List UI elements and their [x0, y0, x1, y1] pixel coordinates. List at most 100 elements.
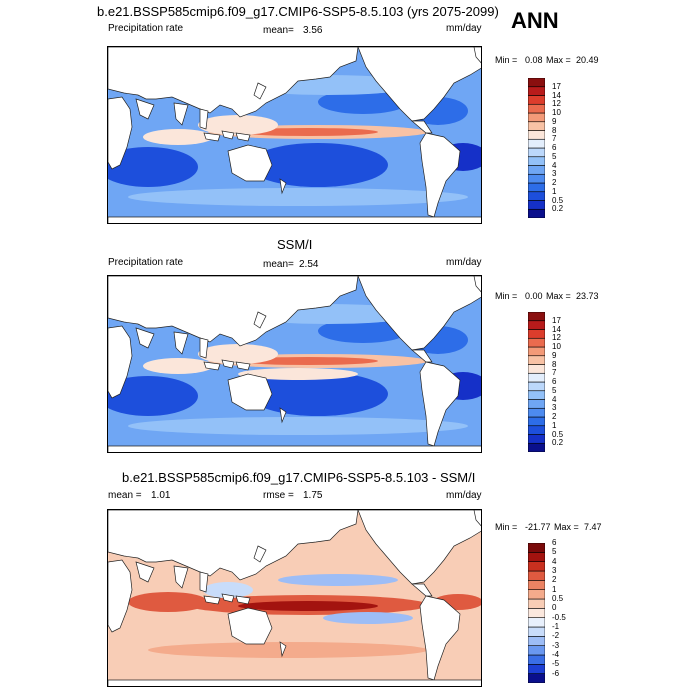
panel-3-colorbar-tick-label: 2	[552, 575, 557, 585]
panel-2-colorbar-tick-label: 8	[552, 359, 557, 369]
panel-2-colorbar-tick-label: 3	[552, 403, 557, 413]
panel-3-colorbar-box	[527, 626, 546, 637]
panel-2-colorbar-tick-label: 0.5	[552, 429, 564, 439]
panel-1-colorbar-box	[527, 156, 546, 166]
negative-bias-south	[323, 612, 413, 624]
panel-2-max-value: 23.73	[576, 291, 599, 301]
dry-zone-indian	[108, 376, 198, 416]
continent-outline	[108, 276, 359, 347]
continent-outline	[108, 47, 359, 118]
panel-3-colorbar-tick-label: 0	[552, 603, 557, 613]
panel-1-colorbar-tick-label: 0.5	[552, 195, 564, 205]
panel-3-colorbar-tick-label: 1	[552, 584, 557, 594]
panel-2-colorbar-box	[527, 416, 546, 427]
panel-3-colorbar-box	[527, 598, 546, 609]
panel-1-title: b.e21.BSSP585cmip6.f09_g17.CMIP6-SSP5-8.…	[97, 4, 499, 19]
panel-2-colorbar-box	[527, 320, 546, 330]
continent-outline	[108, 96, 133, 170]
panel-2-colorbar-box	[527, 381, 546, 392]
itcz-core	[238, 128, 378, 136]
panel-2-colorbar-tick-label: 9	[552, 350, 557, 360]
negative-bias-north	[278, 574, 398, 586]
panel-1-mean-value: 3.56	[303, 25, 323, 36]
panel-1-colorbar-tick-label: 0.2	[552, 204, 564, 214]
continent-outline	[203, 361, 221, 371]
panel-2-units: mm/day	[446, 257, 482, 268]
panel-3-colorbar-box	[527, 664, 546, 674]
indian-ocean-rain	[143, 358, 213, 374]
panel-1-colorbar-tick-label: 4	[552, 160, 557, 170]
panel-2-title: SSM/I	[277, 237, 313, 252]
panel-3-map	[107, 509, 482, 687]
continent-outline	[227, 607, 273, 645]
panel-3-colorbar-box	[527, 608, 546, 618]
continent-outline	[357, 47, 481, 122]
dry-zone-north-pacific	[318, 90, 408, 114]
panel-3-colorbar-box	[527, 654, 546, 665]
panel-3-colorbar-tick-label: -4	[552, 650, 560, 659]
continent-outline	[135, 327, 155, 349]
panel-2-colorbar-tick-label: 2	[552, 412, 557, 421]
panel-1-colorbar-tick-label: 2	[552, 178, 557, 187]
dry-zone-south-pacific	[248, 143, 388, 187]
continent-outline	[253, 311, 267, 329]
panel-2-colorbar-box	[527, 311, 546, 322]
panel-1-colorbar-box	[527, 200, 546, 210]
panel-3-colorbar-tick-label: 3	[552, 566, 557, 575]
panel-1-colorbar-box	[527, 130, 546, 140]
panel-2-colorbar-box	[527, 337, 546, 348]
panel-1-colorbar-box	[527, 138, 546, 149]
panel-1-colorbar	[527, 77, 546, 223]
panel-3-colorbar-tick-label: 4	[552, 556, 557, 566]
panel-1-colorbar-box	[527, 173, 546, 184]
panel-3-title: b.e21.BSSP585cmip6.f09_g17.CMIP6-SSP5-8.…	[122, 470, 476, 485]
panel-3-max-label: Max =	[554, 522, 579, 532]
panel-2-colorbar-tick-label: 0.2	[552, 438, 564, 448]
panel-3-max-value: 7.47	[584, 522, 602, 532]
storm-track-south	[128, 417, 468, 435]
panel-2-min-value: 0.00	[525, 291, 543, 301]
panel-3-colorbar-tick-label: 5	[552, 547, 557, 557]
continent-outline	[473, 47, 481, 64]
continent-outline	[253, 82, 267, 100]
panel-2-colorbar-tick-label: 14	[552, 324, 561, 334]
panel-3-rmse-value: 1.75	[303, 490, 323, 501]
panel-3-colorbar-tick-label: -0.5	[552, 612, 566, 622]
panel-1-colorbar-box	[527, 112, 546, 123]
continent-outline	[221, 593, 235, 603]
panel-3-colorbar-box	[527, 570, 546, 581]
panel-1-min-label: Min =	[495, 55, 518, 65]
continent-outline	[279, 641, 287, 658]
warm-pool-bias	[203, 582, 253, 598]
panel-2-colorbar-tick-label: 6	[552, 377, 557, 386]
panel-1-max-label: Max =	[546, 55, 571, 65]
panel-2-colorbar-tick-label: 7	[552, 368, 557, 378]
panel-3-min-value: -21.77	[525, 522, 551, 532]
continent-outline	[173, 331, 189, 355]
continent-outline	[135, 98, 155, 120]
panel-1-colorbar-box	[527, 103, 546, 114]
continent-outline	[419, 595, 461, 681]
positive-bias-core	[238, 601, 378, 611]
continent-outline	[199, 571, 209, 593]
continent-outline	[203, 132, 221, 142]
panel-2-colorbar-box	[527, 407, 546, 418]
panel-1-colorbar-tick-label: 1	[552, 186, 557, 196]
panel-3-colorbar-box	[527, 542, 546, 553]
panel-3-colorbar-tick-label: -6	[552, 668, 560, 678]
panel-3-colorbar	[527, 542, 546, 688]
panel-1-colorbar-tick-label: 10	[552, 108, 561, 117]
panel-1-colorbar-tick-label: 12	[552, 99, 561, 109]
continent-outline	[108, 325, 133, 399]
panel-1-colorbar-box	[527, 182, 546, 193]
panel-1-colorbar-box	[527, 86, 546, 96]
panel-2-colorbar-box	[527, 355, 546, 365]
panel-1-min-value: 0.08	[525, 55, 543, 65]
panel-2-colorbar	[527, 311, 546, 457]
continent-outline	[279, 178, 287, 195]
panel-1-colorbar-tick-label: 17	[552, 81, 561, 91]
continent-outline	[135, 561, 155, 583]
continent-outline	[199, 108, 209, 130]
continent-outline	[108, 559, 133, 633]
continent-outline	[235, 132, 251, 142]
